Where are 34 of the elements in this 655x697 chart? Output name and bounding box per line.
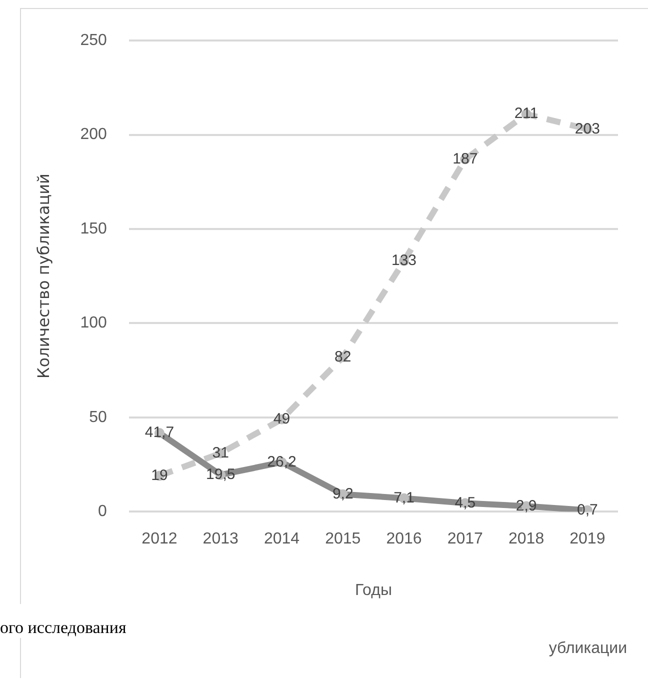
y-tick-label: 200 [80, 126, 107, 144]
text: ого исследования [0, 618, 128, 638]
data-label: 187 [452, 150, 478, 168]
text: убликации [548, 640, 627, 658]
data-label: 7,1 [394, 489, 414, 506]
data-label: 26,2 [267, 453, 296, 470]
data-label: 9,2 [332, 485, 354, 502]
x-tick-label: 2018 [508, 530, 544, 548]
x-tick-label: 2013 [202, 530, 238, 548]
data-label: 133 [392, 252, 417, 270]
y-tick-label: 50 [89, 408, 107, 426]
x-axis-title: Годы [354, 582, 392, 599]
x-tick-label: 2014 [264, 530, 300, 548]
y-tick-label: 150 [80, 220, 107, 238]
data-label: 41,7 [144, 424, 174, 442]
y-tick-label: 0 [98, 503, 107, 520]
x-tick-label: 2019 [570, 530, 606, 548]
data-label: 19,5 [206, 466, 236, 484]
y-axis-title: Количество публикаций [34, 174, 53, 379]
data-label: 4,5 [454, 494, 476, 512]
y-tick-label: 250 [80, 32, 107, 50]
data-label: 211 [514, 105, 538, 122]
data-label: 31 [212, 444, 229, 462]
x-tick-label: 2017 [447, 530, 484, 548]
x-tick-label: 2016 [386, 530, 422, 548]
x-tick-label: 2015 [325, 530, 361, 548]
data-label: 2,9 [516, 497, 537, 514]
data-label: 203 [574, 120, 600, 138]
data-label: 49 [273, 410, 290, 428]
data-label: 19 [151, 466, 168, 484]
data-label: 0,7 [577, 501, 598, 518]
x-tick-label: 2012 [142, 530, 178, 548]
y-tick-label: 100 [80, 314, 107, 332]
data-label: 82 [334, 348, 352, 366]
